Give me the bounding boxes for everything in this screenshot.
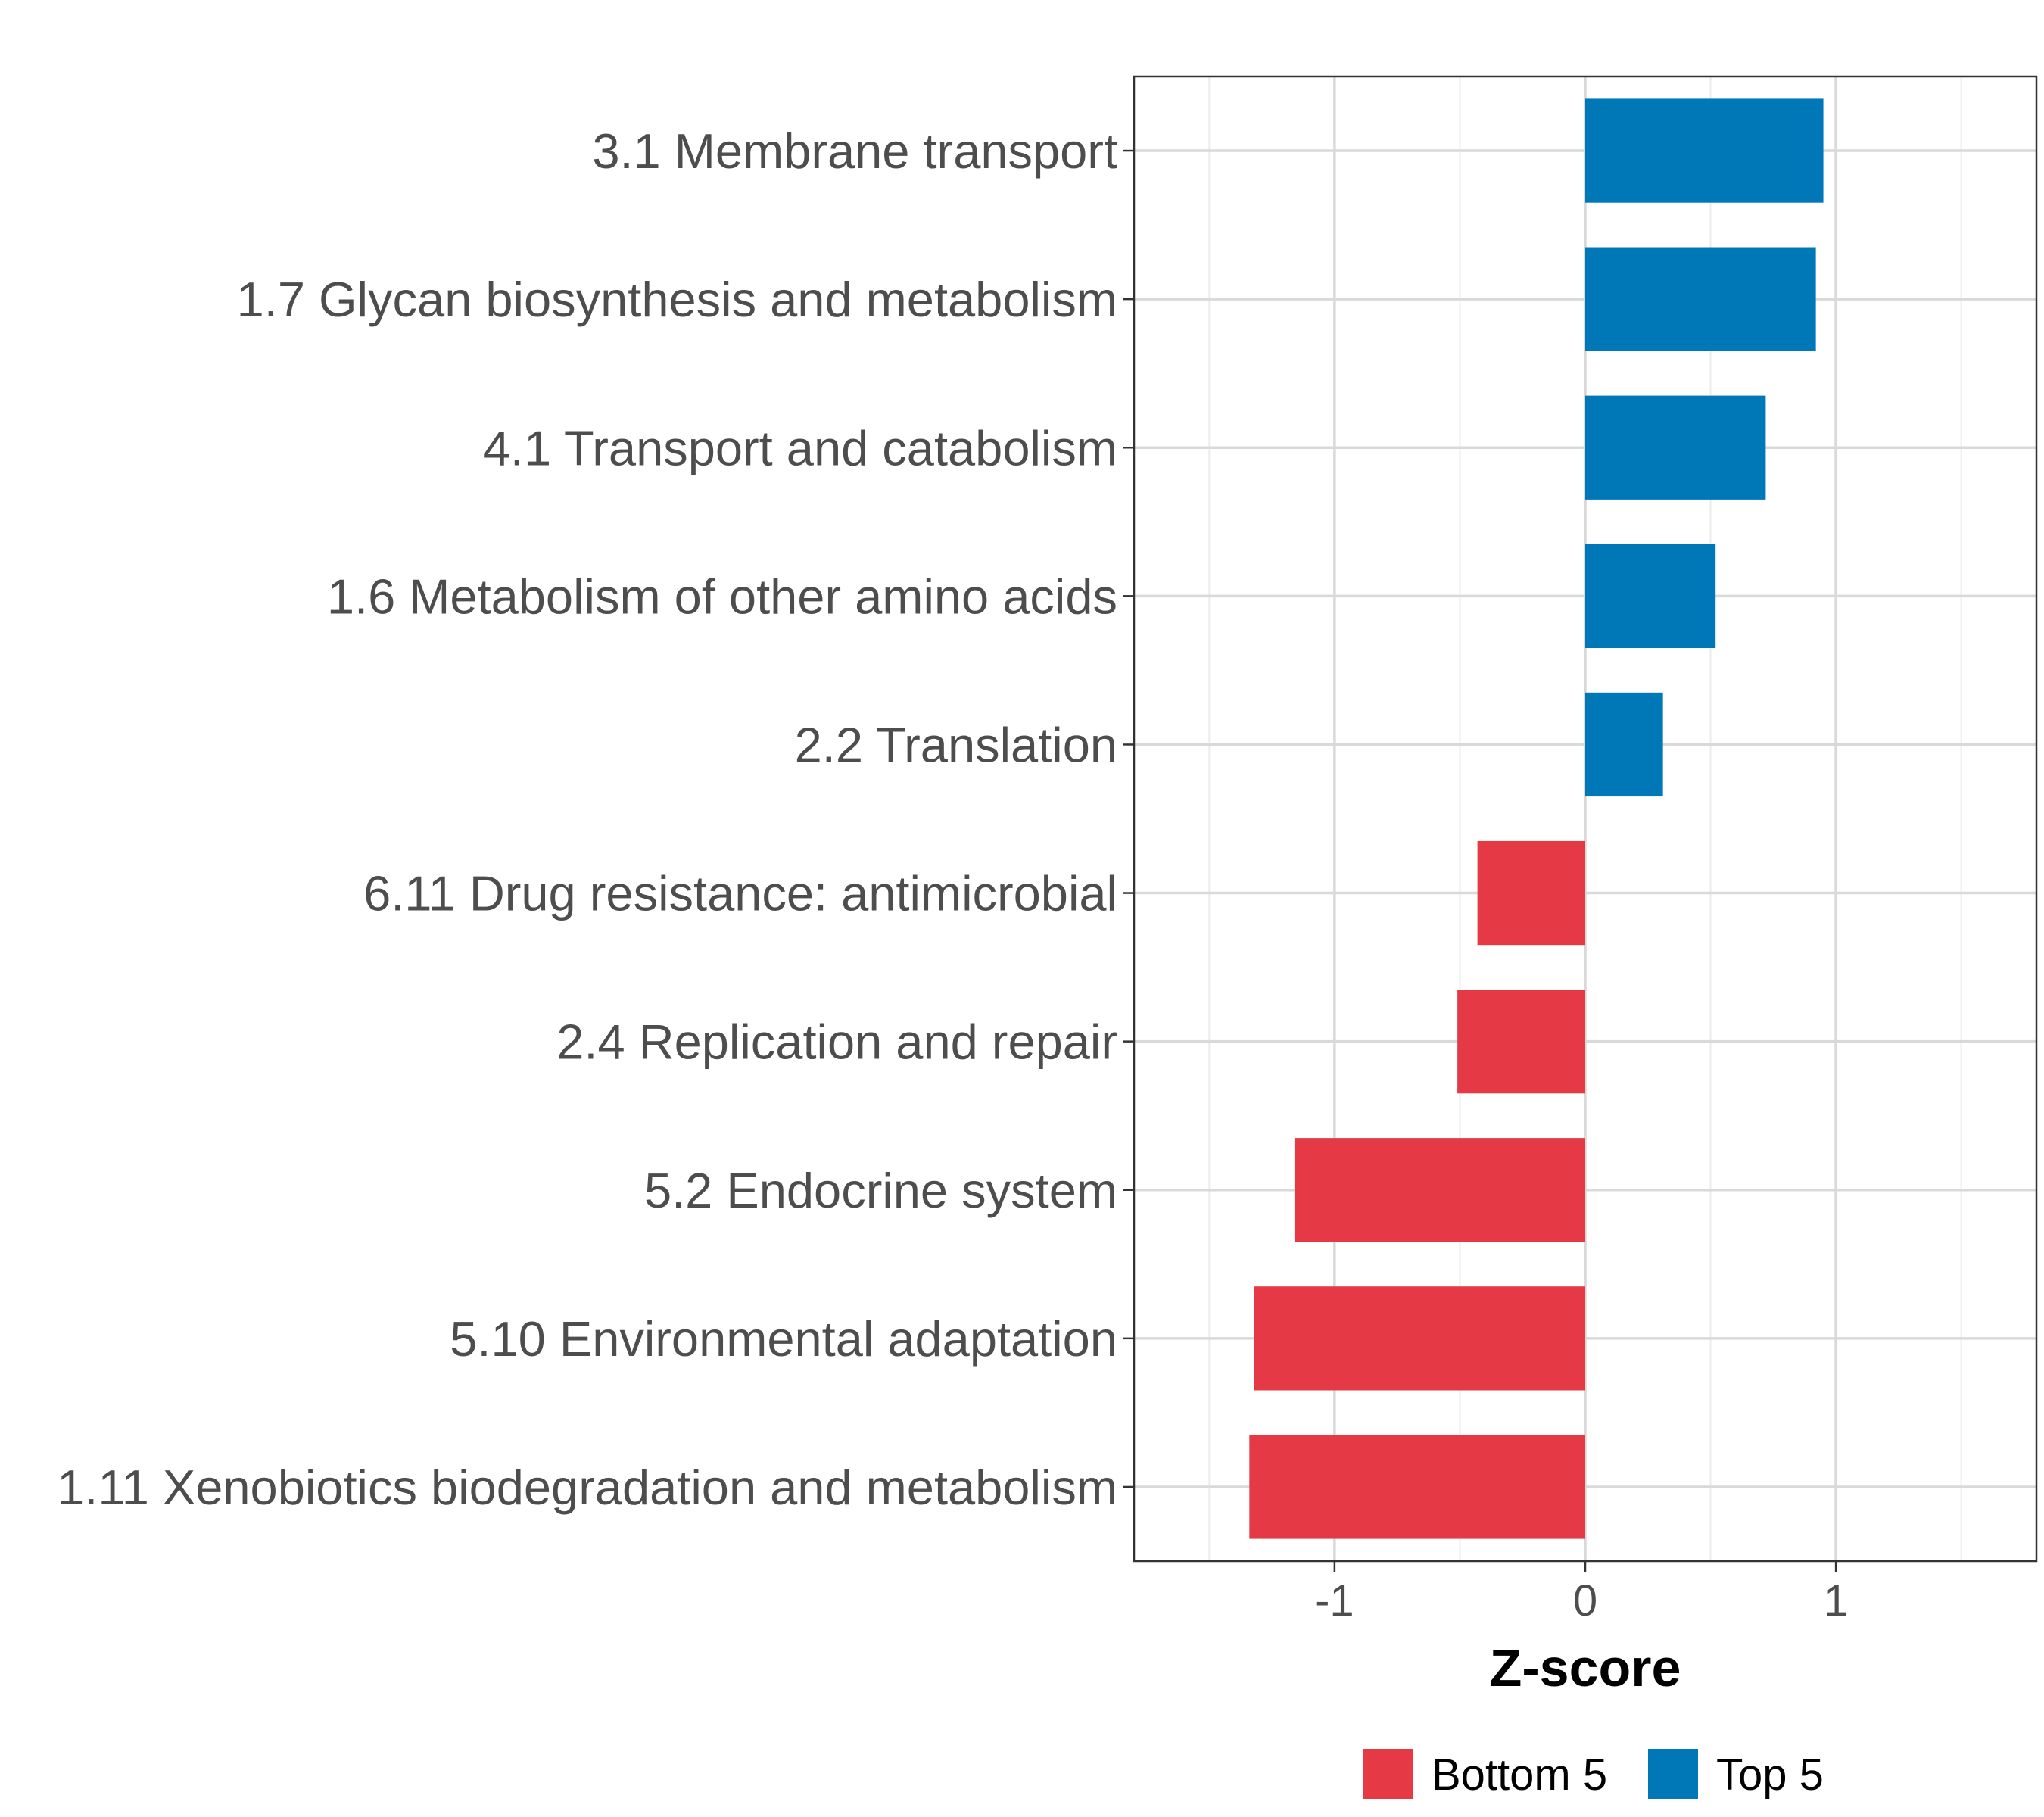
x-tick-label: 0 bbox=[1573, 1576, 1597, 1625]
y-tick-label: 5.2 Endocrine system bbox=[644, 1163, 1117, 1218]
y-tick-label: 1.11 Xenobiotics biodegradation and meta… bbox=[57, 1460, 1117, 1515]
y-tick-label: 3.1 Membrane transport bbox=[592, 123, 1117, 179]
bar bbox=[1254, 1286, 1585, 1391]
bar bbox=[1249, 1435, 1585, 1539]
legend-label: Bottom 5 bbox=[1432, 1750, 1607, 1800]
y-tick-label: 4.1 Transport and catabolism bbox=[483, 420, 1117, 475]
legend-key bbox=[1648, 1749, 1698, 1799]
x-tick-label: 1 bbox=[1824, 1576, 1848, 1625]
bars bbox=[1249, 98, 1824, 1539]
legend: Bottom 5 Top 5 bbox=[1363, 1749, 1824, 1800]
legend-key bbox=[1363, 1749, 1413, 1799]
x-axis: -1 0 1 bbox=[1315, 1561, 1848, 1625]
bar bbox=[1585, 544, 1716, 648]
bar bbox=[1457, 990, 1585, 1094]
bar bbox=[1585, 395, 1766, 500]
legend-label: Top 5 bbox=[1716, 1750, 1824, 1800]
x-tick-label: -1 bbox=[1315, 1576, 1354, 1625]
y-tick-label: 2.2 Translation bbox=[795, 717, 1117, 772]
bar bbox=[1585, 247, 1816, 351]
bar bbox=[1585, 692, 1663, 797]
bar bbox=[1477, 840, 1585, 946]
bar bbox=[1294, 1138, 1585, 1242]
x-axis-title: Z-score bbox=[1490, 1638, 1681, 1697]
bar bbox=[1585, 98, 1824, 203]
y-tick-label: 2.4 Replication and repair bbox=[556, 1014, 1117, 1070]
y-tick-label: 1.6 Metabolism of other amino acids bbox=[327, 569, 1117, 624]
y-tick-label: 5.10 Environmental adaptation bbox=[450, 1311, 1117, 1367]
y-tick-label: 1.7 Glycan biosynthesis and metabolism bbox=[237, 272, 1117, 327]
y-tick-label: 6.11 Drug resistance: antimicrobial bbox=[363, 866, 1117, 921]
y-axis: 3.1 Membrane transport 1.7 Glycan biosynt… bbox=[57, 123, 1134, 1515]
